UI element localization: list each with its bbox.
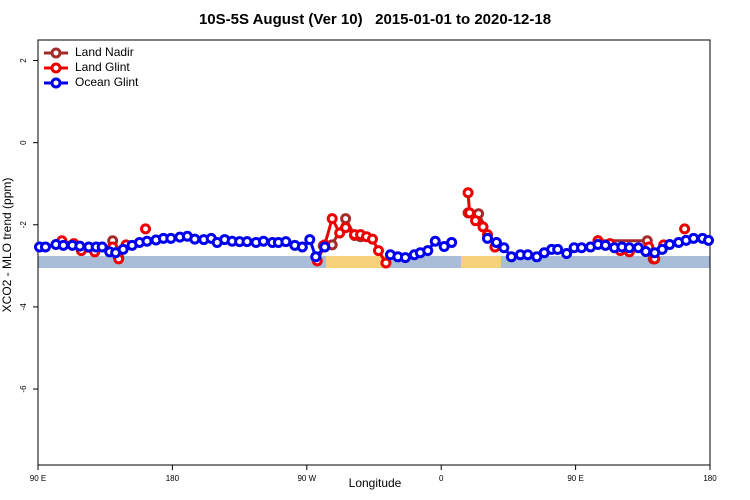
- x-tick-label: 180: [703, 474, 717, 483]
- point: [481, 232, 493, 244]
- x-axis-label: Longitude: [349, 476, 402, 490]
- point: [490, 236, 502, 248]
- point: [372, 245, 384, 257]
- y-tick-label: 0: [19, 140, 28, 145]
- point: [552, 243, 564, 255]
- point: [241, 236, 253, 248]
- point: [640, 245, 652, 257]
- point: [623, 242, 635, 254]
- y-axis-label: XCO2 - MLO trend (ppm): [0, 178, 14, 313]
- point: [296, 241, 308, 253]
- point: [462, 187, 474, 199]
- point: [96, 241, 108, 253]
- legend-marker: [50, 77, 62, 89]
- y-tick-label: -4: [19, 303, 28, 311]
- point: [140, 223, 152, 235]
- point: [280, 236, 292, 248]
- point: [599, 239, 611, 251]
- point: [679, 223, 691, 235]
- point: [257, 235, 269, 247]
- x-tick-label: 0: [439, 474, 444, 483]
- point: [477, 221, 489, 233]
- point: [561, 248, 573, 260]
- point: [703, 234, 715, 246]
- point: [367, 233, 379, 245]
- point: [304, 234, 316, 246]
- x-tick-label: 90 E: [567, 474, 583, 483]
- point: [576, 242, 588, 254]
- point: [688, 232, 700, 244]
- point: [664, 238, 676, 250]
- y-tick-label: -6: [19, 385, 28, 393]
- legend-label: Ocean Glint: [75, 75, 139, 89]
- y-tick-label: 2: [19, 58, 28, 63]
- point: [340, 222, 352, 234]
- chart-title: 10S-5S August (Ver 10) 2015-01-01 to 202…: [199, 11, 551, 28]
- point: [326, 213, 338, 225]
- point: [498, 242, 510, 254]
- point: [505, 251, 517, 263]
- point: [39, 241, 51, 253]
- point: [522, 249, 534, 261]
- map-land: [461, 256, 501, 268]
- x-tick-label: 90 E: [30, 474, 46, 483]
- point: [446, 236, 458, 248]
- legend-label: Land Nadir: [75, 45, 134, 59]
- legend-label: Land Glint: [75, 60, 130, 74]
- x-tick-label: 90 W: [297, 474, 316, 483]
- y-tick-label: -2: [19, 221, 28, 229]
- point: [470, 215, 482, 227]
- legend-marker: [50, 47, 62, 59]
- legend-marker: [50, 62, 62, 74]
- point: [189, 233, 201, 245]
- point: [57, 239, 69, 251]
- point: [319, 241, 331, 253]
- point: [340, 213, 352, 225]
- point: [141, 235, 153, 247]
- point: [310, 251, 322, 263]
- point: [74, 240, 86, 252]
- point: [429, 235, 441, 247]
- x-tick-label: 180: [166, 474, 180, 483]
- point: [464, 207, 476, 219]
- map-land: [326, 256, 388, 268]
- point: [399, 252, 411, 264]
- point: [422, 245, 434, 257]
- point: [380, 257, 392, 269]
- point: [117, 243, 129, 255]
- point: [165, 232, 177, 244]
- point: [656, 243, 668, 255]
- plot-frame: [37, 39, 711, 466]
